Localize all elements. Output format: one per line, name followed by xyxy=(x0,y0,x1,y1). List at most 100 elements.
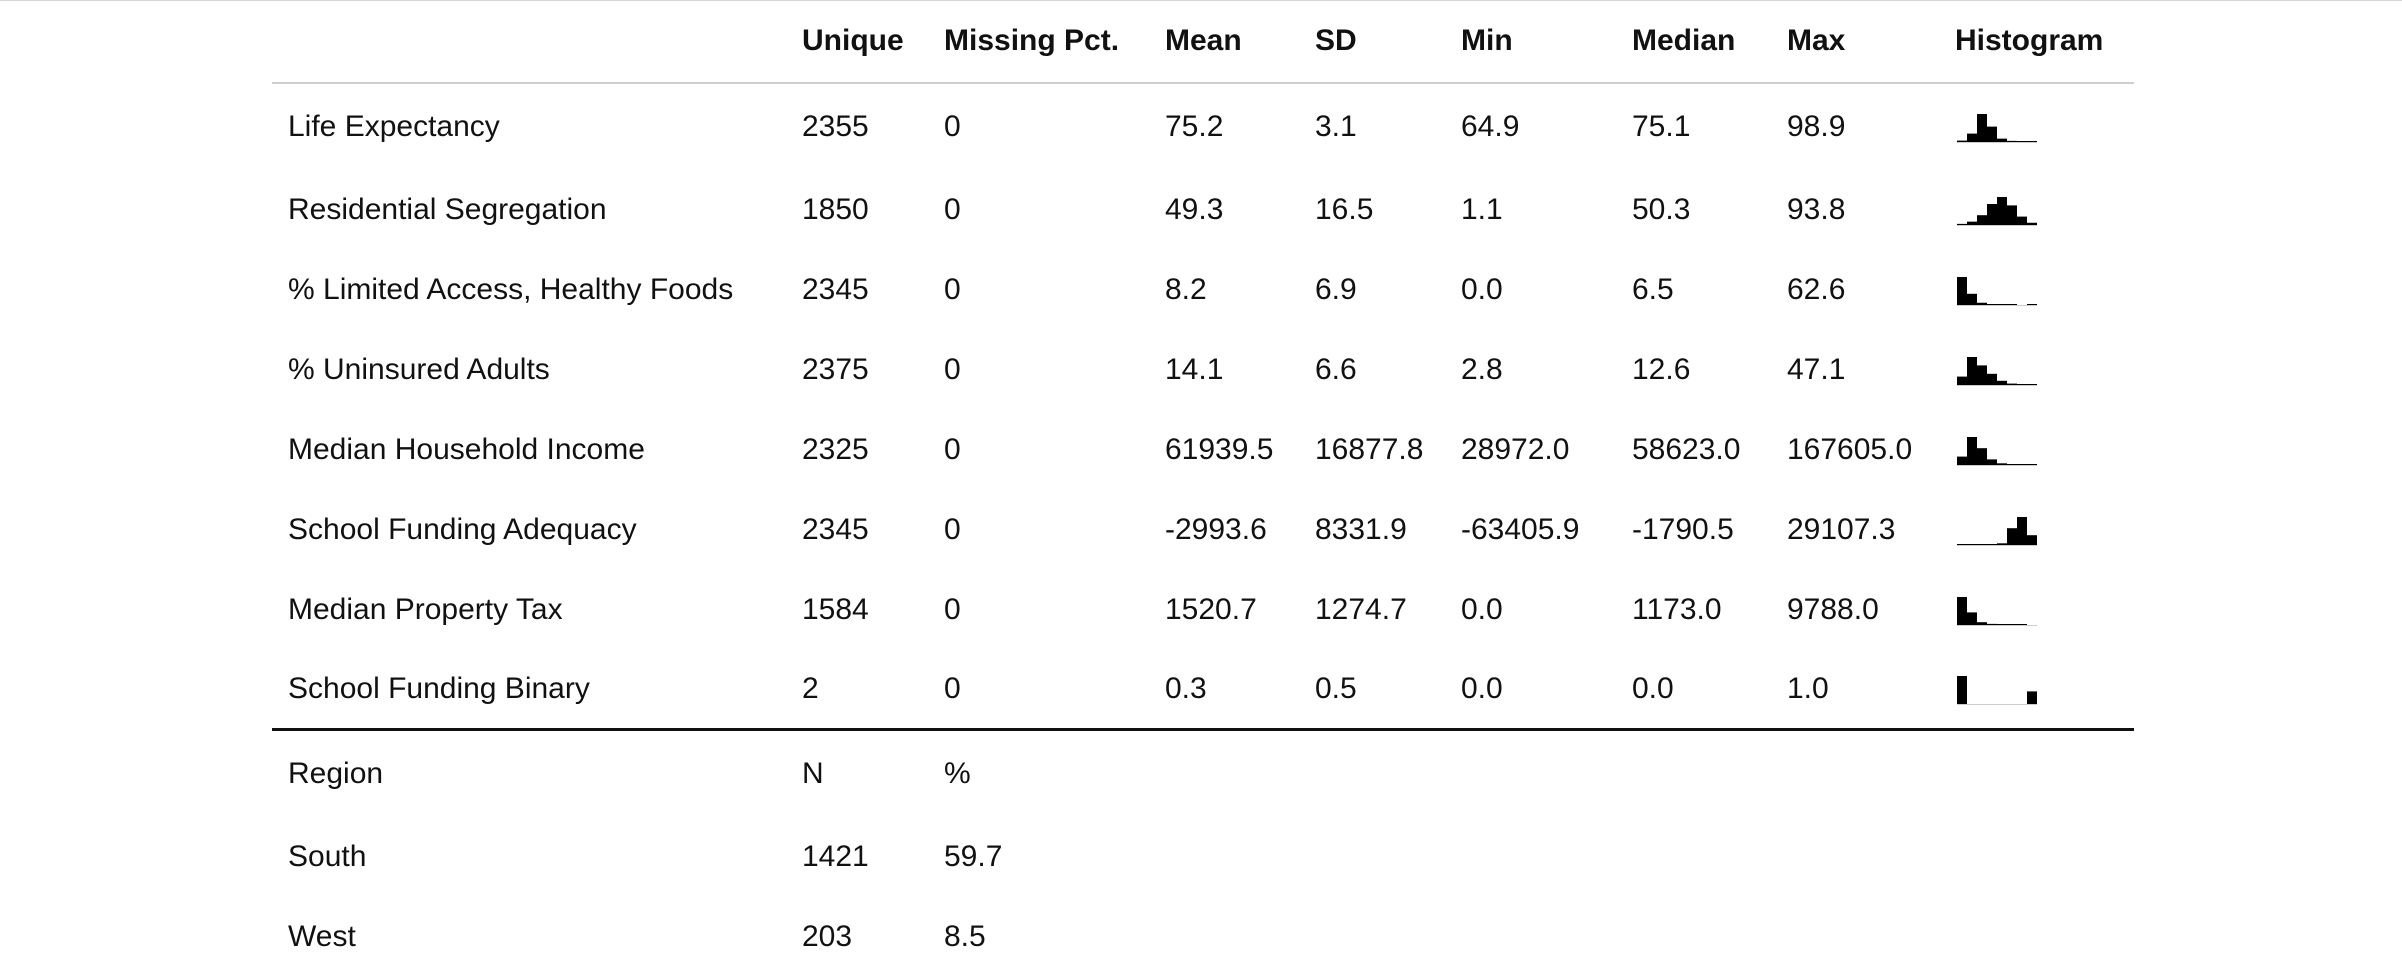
histogram-sparkline xyxy=(1955,353,2051,387)
median-cell: 58623.0 xyxy=(1616,410,1771,490)
histogram-bar xyxy=(1957,377,1967,385)
min-cell: 1.1 xyxy=(1445,170,1616,250)
mean-cell: 8.2 xyxy=(1149,250,1299,330)
table-row: School Funding Binary 2 0 0.3 0.5 0.0 0.… xyxy=(272,650,2134,730)
missing-cell: 0 xyxy=(928,650,1149,730)
histogram-bar xyxy=(1987,624,1997,625)
sd-cell: 16.5 xyxy=(1299,170,1445,250)
unique-cell: 2345 xyxy=(786,490,928,570)
variable-name: % Uninsured Adults xyxy=(272,330,786,410)
missing-cell: 0 xyxy=(928,330,1149,410)
unique-cell: 1584 xyxy=(786,570,928,650)
histogram-cell xyxy=(1939,490,2134,570)
category-name: West xyxy=(272,897,786,977)
max-cell: 167605.0 xyxy=(1771,410,1939,490)
mean-cell: 49.3 xyxy=(1149,170,1299,250)
histogram-bar xyxy=(1967,294,1977,305)
unique-cell: 2355 xyxy=(786,83,928,170)
histogram-bar xyxy=(2007,384,2017,385)
histogram-bar xyxy=(1957,544,1967,545)
histogram-bar xyxy=(1977,622,1987,625)
summary-statistics-table: Unique Missing Pct. Mean SD Min Median M… xyxy=(272,0,2134,977)
histogram-bar xyxy=(2027,223,2037,225)
histogram-sparkline xyxy=(1955,273,2051,307)
unique-cell: 2345 xyxy=(786,250,928,330)
histogram-sparkline xyxy=(1955,433,2051,467)
header-min: Min xyxy=(1445,0,1616,83)
category-n: 203 xyxy=(786,897,928,977)
mean-cell: 14.1 xyxy=(1149,330,1299,410)
median-cell: 0.0 xyxy=(1616,650,1771,730)
missing-cell: 0 xyxy=(928,570,1149,650)
histogram-bar xyxy=(2007,528,2017,545)
header-median: Median xyxy=(1616,0,1771,83)
histogram-bar xyxy=(1977,544,1987,545)
variable-name: School Funding Adequacy xyxy=(272,490,786,570)
categorical-header-row: Region N % xyxy=(272,730,2134,818)
min-cell: 0.0 xyxy=(1445,650,1616,730)
table-row: Median Property Tax 1584 0 1520.7 1274.7… xyxy=(272,570,2134,650)
histogram-bar xyxy=(1987,304,1997,305)
histogram-bar xyxy=(1977,365,1987,385)
table-row: Life Expectancy 2355 0 75.2 3.1 64.9 75.… xyxy=(272,83,2134,170)
histogram-sparkline xyxy=(1955,672,2051,706)
categorical-n-header: N xyxy=(786,730,928,818)
min-cell: 28972.0 xyxy=(1445,410,1616,490)
histogram-bar xyxy=(1977,303,1987,305)
unique-cell: 1850 xyxy=(786,170,928,250)
histogram-bar xyxy=(1977,114,1987,142)
median-cell: 75.1 xyxy=(1616,83,1771,170)
histogram-bar xyxy=(1967,357,1977,385)
max-cell: 9788.0 xyxy=(1771,570,1939,650)
table-row: School Funding Adequacy 2345 0 -2993.6 8… xyxy=(272,490,2134,570)
sd-cell: 6.6 xyxy=(1299,330,1445,410)
max-cell: 98.9 xyxy=(1771,83,1939,170)
histogram-sparkline xyxy=(1955,110,2051,144)
table-header-row: Unique Missing Pct. Mean SD Min Median M… xyxy=(272,0,2134,83)
variable-name: Median Household Income xyxy=(272,410,786,490)
histogram-bar xyxy=(2027,464,2037,465)
histogram-bar xyxy=(1967,222,1977,225)
sd-cell: 3.1 xyxy=(1299,83,1445,170)
categorical-row: West 203 8.5 xyxy=(272,897,2134,977)
histogram-bar xyxy=(2027,304,2037,305)
sd-cell: 16877.8 xyxy=(1299,410,1445,490)
histogram-bar xyxy=(1957,676,1967,704)
max-cell: 62.6 xyxy=(1771,250,1939,330)
histogram-sparkline xyxy=(1955,513,2051,547)
missing-cell: 0 xyxy=(928,250,1149,330)
histogram-bar xyxy=(1987,544,1997,545)
category-pct: 8.5 xyxy=(928,897,1149,977)
table-row: % Uninsured Adults 2375 0 14.1 6.6 2.8 1… xyxy=(272,330,2134,410)
histogram-bar xyxy=(1957,597,1967,625)
histogram-bar xyxy=(1987,127,1997,142)
category-pct: 59.7 xyxy=(928,817,1149,897)
max-cell: 93.8 xyxy=(1771,170,1939,250)
missing-cell: 0 xyxy=(928,170,1149,250)
histogram-cell xyxy=(1939,650,2134,730)
median-cell: -1790.5 xyxy=(1616,490,1771,570)
histogram-bar xyxy=(1957,277,1967,305)
mean-cell: 61939.5 xyxy=(1149,410,1299,490)
categorical-row: South 1421 59.7 xyxy=(272,817,2134,897)
variable-name: % Limited Access, Healthy Foods xyxy=(272,250,786,330)
summary-table-container: Unique Missing Pct. Mean SD Min Median M… xyxy=(272,0,2134,977)
histogram-bar xyxy=(2007,141,2017,142)
histogram-cell xyxy=(1939,170,2134,250)
max-cell: 29107.3 xyxy=(1771,490,1939,570)
categorical-variable-name: Region xyxy=(272,730,786,818)
header-histogram: Histogram xyxy=(1939,0,2134,83)
histogram-sparkline xyxy=(1955,193,2051,227)
sd-cell: 1274.7 xyxy=(1299,570,1445,650)
header-missing-pct: Missing Pct. xyxy=(928,0,1149,83)
histogram-bar xyxy=(1977,448,1987,465)
missing-cell: 0 xyxy=(928,83,1149,170)
header-variable xyxy=(272,0,786,83)
histogram-bar xyxy=(1997,381,2007,385)
histogram-bar xyxy=(2017,141,2027,142)
histogram-bar xyxy=(2027,384,2037,385)
max-cell: 1.0 xyxy=(1771,650,1939,730)
histogram-cell xyxy=(1939,570,2134,650)
mean-cell: 75.2 xyxy=(1149,83,1299,170)
histogram-bar xyxy=(1967,544,1977,545)
